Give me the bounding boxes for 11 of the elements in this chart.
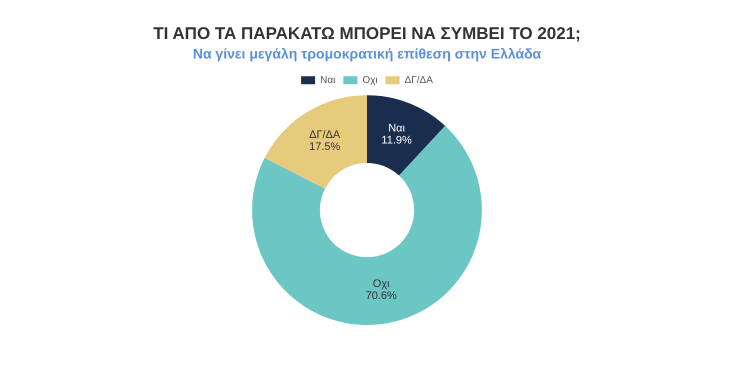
data-label: 11.9% [381, 134, 412, 147]
data-label: 70.6% [366, 290, 397, 302]
legend-label: Οχι [362, 74, 378, 86]
slice-label: ΔΓ/ΔΑ [309, 129, 341, 142]
slice-label: Ναι [388, 122, 406, 135]
legend-label: Ναι [320, 74, 336, 86]
chart-subtitle: Να γίνει μεγάλη τρομοκρατική επίθεση στην Ελλάδα [192, 46, 542, 62]
slice-label: Οχι [372, 278, 390, 290]
legend-label: ΔΓ/ΔΑ [404, 74, 434, 86]
chart-title: ΤΙ ΑΠΟ ΤΑ ΠΑΡΑΚΑΤΩ ΜΠΟΡΕΙ ΝΑ ΣΥΜΒΕΙ ΤΟ 2021; [153, 24, 581, 43]
data-label: 17.5% [309, 141, 340, 154]
